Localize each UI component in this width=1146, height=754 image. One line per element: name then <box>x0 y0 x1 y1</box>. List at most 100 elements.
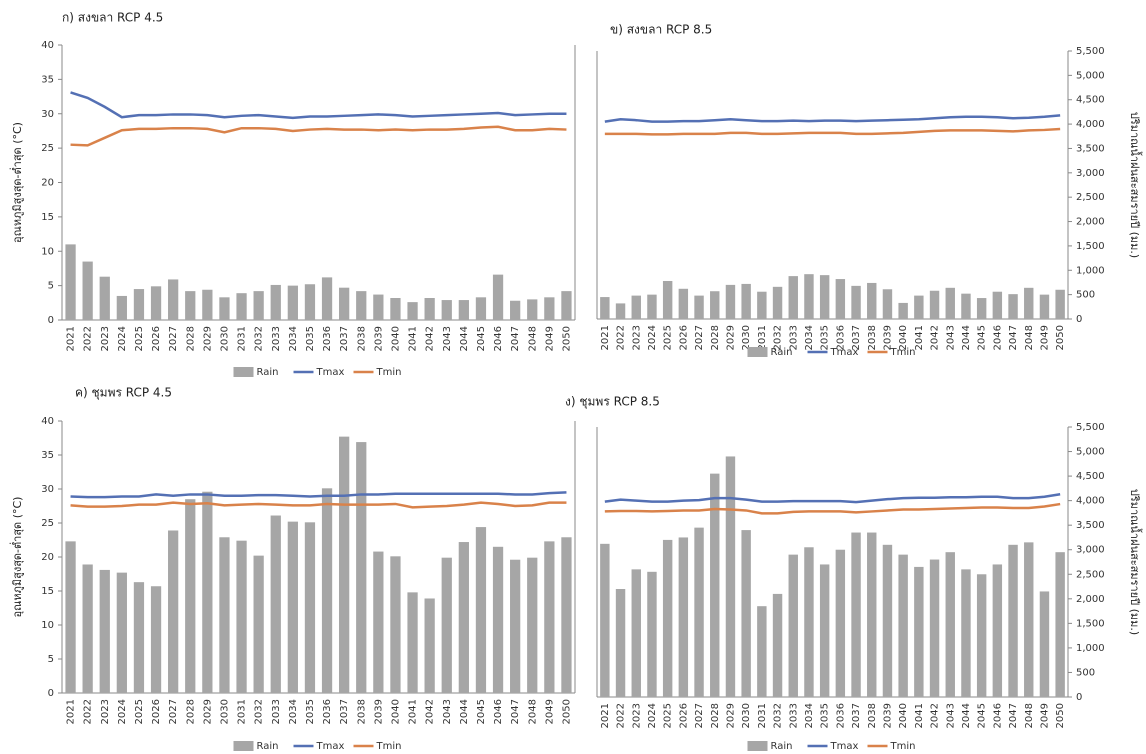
bar <box>725 456 736 697</box>
y-tick-label: 5,000 <box>1076 70 1105 81</box>
x-tick-label: 2024 <box>647 703 658 728</box>
chart-title: ค) ชุมพร RCP 4.5 <box>75 386 172 401</box>
y-tick-label: 40 <box>41 40 54 51</box>
bar <box>321 488 333 693</box>
x-tick-label: 2024 <box>117 326 128 351</box>
bar <box>373 294 384 320</box>
x-tick-label: 2025 <box>663 703 674 728</box>
bar <box>851 532 861 697</box>
y-tick-label: 3,500 <box>1076 520 1105 531</box>
bar <box>116 572 127 693</box>
bar <box>662 280 673 319</box>
y-axis-label: ปริมาณน้ำฝนสะสมรายปี (มม.) <box>1128 112 1143 258</box>
bar <box>694 527 704 697</box>
x-tick-label: 2045 <box>476 699 487 724</box>
bar <box>510 300 521 320</box>
x-tick-label: 2034 <box>288 699 299 724</box>
bar <box>339 287 350 320</box>
bar <box>133 582 145 693</box>
bar <box>662 539 673 697</box>
bar <box>631 569 641 697</box>
y-axis-label: ปริมาณน้ำฝนสะสมรายปี (มม.) <box>1128 489 1143 635</box>
y-tick-label: 5,500 <box>1076 46 1105 57</box>
x-tick-label: 2040 <box>898 703 909 728</box>
bar <box>882 544 893 697</box>
y-tick-label: 4,000 <box>1076 496 1105 507</box>
x-tick-label: 2043 <box>945 325 956 350</box>
bar <box>236 540 247 693</box>
bar <box>914 566 924 697</box>
line-series <box>70 91 567 120</box>
x-tick-label: 2047 <box>510 699 521 724</box>
bar <box>185 291 196 320</box>
x-tick-label: 2028 <box>710 703 721 728</box>
bar <box>185 499 196 693</box>
bar <box>390 298 401 320</box>
bar <box>82 564 93 693</box>
x-tick-label: 2050 <box>561 699 572 724</box>
x-tick-label: 2050 <box>561 326 572 351</box>
bar <box>804 274 814 319</box>
line-series <box>604 114 1061 123</box>
x-tick-label: 2040 <box>390 699 401 724</box>
chart-title: ก) สงขลา RCP 4.5 <box>62 11 163 25</box>
bar <box>678 288 689 319</box>
bar <box>945 552 955 697</box>
x-tick-label: 2032 <box>773 325 784 350</box>
y-tick-label: 1,000 <box>1076 643 1105 654</box>
x-tick-label: 2034 <box>804 703 815 728</box>
x-tick-label: 2039 <box>882 703 893 728</box>
x-tick-label: 2039 <box>373 326 384 351</box>
line-series <box>70 125 567 147</box>
x-tick-label: 2025 <box>663 325 674 350</box>
legend-label: Tmax <box>830 347 859 358</box>
y-tick-label: 5 <box>48 281 54 292</box>
bar <box>929 559 940 697</box>
x-tick-label: 2050 <box>1055 325 1066 350</box>
bar <box>615 589 626 697</box>
y-tick-label: 500 <box>1076 290 1095 301</box>
bar <box>1024 542 1034 697</box>
bar <box>202 289 213 320</box>
x-tick-label: 2045 <box>476 326 487 351</box>
bar <box>898 302 908 319</box>
bar <box>615 303 626 319</box>
y-tick-label: 15 <box>41 586 54 597</box>
x-tick-label: 2038 <box>867 703 878 728</box>
bar <box>544 541 555 693</box>
x-tick-label: 2041 <box>914 703 925 728</box>
bar <box>458 542 469 693</box>
bar <box>647 571 657 697</box>
bar <box>475 297 487 320</box>
y-tick-label: 0 <box>48 315 54 326</box>
x-tick-label: 2021 <box>600 703 611 728</box>
x-tick-label: 2038 <box>356 699 367 724</box>
x-tick-label: 2023 <box>631 703 642 728</box>
y-tick-label: 25 <box>41 518 54 529</box>
bar <box>150 586 162 693</box>
x-tick-label: 2043 <box>945 703 956 728</box>
y-tick-label: 2,500 <box>1076 192 1105 203</box>
x-tick-label: 2047 <box>510 326 521 351</box>
y-tick-label: 3,500 <box>1076 143 1105 154</box>
x-tick-label: 2026 <box>678 325 689 350</box>
x-tick-label: 2034 <box>288 326 299 351</box>
bar <box>710 291 720 319</box>
bar <box>788 554 798 697</box>
y-tick-label: 4,500 <box>1076 471 1105 482</box>
bar <box>99 569 110 693</box>
x-tick-label: 2023 <box>100 326 111 351</box>
x-tick-label: 2028 <box>185 326 196 351</box>
x-tick-label: 2036 <box>322 699 333 724</box>
x-tick-label: 2023 <box>100 699 111 724</box>
x-tick-label: 2029 <box>725 325 736 350</box>
x-tick-label: 2047 <box>1008 703 1019 728</box>
y-tick-label: 1,000 <box>1076 265 1105 276</box>
bar <box>527 557 538 693</box>
y-tick-label: 3,000 <box>1076 545 1105 556</box>
bar <box>992 564 1003 697</box>
bar <box>961 569 971 697</box>
bar <box>945 287 955 319</box>
legend-label: Rain <box>257 741 279 752</box>
bar <box>835 549 846 697</box>
